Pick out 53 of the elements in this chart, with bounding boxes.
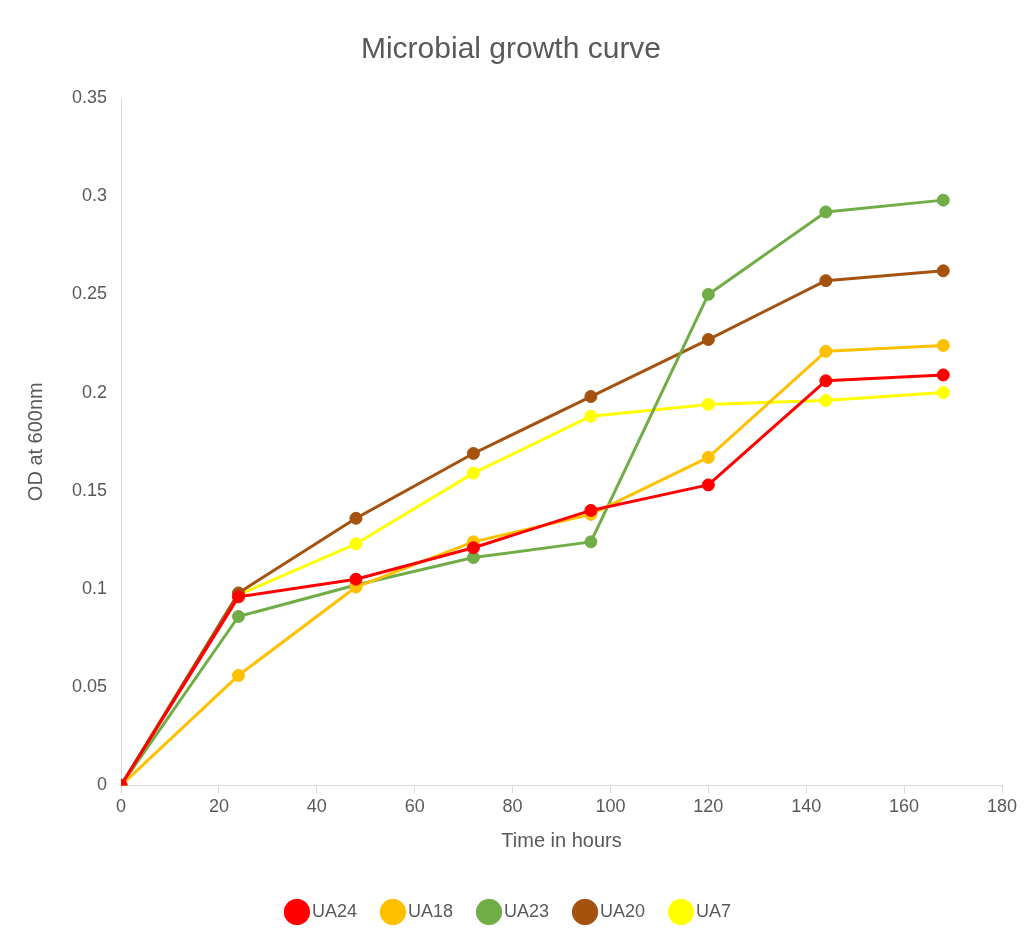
legend-label: UA20 (600, 900, 646, 921)
y-tick-label: 0.25 (71, 283, 108, 304)
x-tick-label: 0 (116, 796, 127, 817)
point (819, 274, 833, 288)
x-tick-label: 20 (208, 796, 229, 817)
point (466, 466, 480, 480)
point (819, 374, 833, 388)
x-tick-label: 60 (404, 796, 425, 817)
point (232, 610, 245, 623)
point (936, 338, 950, 352)
point (701, 333, 715, 347)
point (701, 478, 715, 492)
y-tick-label: 0.15 (71, 479, 108, 500)
chart-title: Microbial growth curve (360, 31, 662, 65)
y-tick-label: 0.35 (71, 86, 108, 107)
point (819, 205, 833, 219)
y-tick-label: 0.3 (82, 185, 108, 206)
x-tick-label: 100 (595, 796, 626, 817)
legend-label: UA18 (407, 900, 453, 921)
point (349, 537, 363, 551)
y-tick-label: 0 (97, 774, 108, 795)
point (819, 344, 833, 358)
legend-label: UA23 (503, 900, 550, 921)
y-tick-label: 0.05 (71, 676, 108, 697)
point (701, 287, 715, 301)
point (701, 397, 715, 411)
point (936, 368, 950, 382)
point (584, 535, 598, 549)
point (936, 193, 950, 207)
point (232, 668, 245, 682)
point (349, 572, 363, 586)
x-tick-label: 40 (306, 796, 327, 817)
x-tick-label: 120 (693, 796, 724, 817)
x-tick-label: 160 (889, 796, 920, 817)
point (819, 393, 833, 407)
y-axis-title: OD at 600nm (23, 382, 46, 502)
legend-label: UA24 (311, 900, 357, 921)
point (349, 511, 363, 525)
x-axis-title: Time in hours (501, 828, 622, 851)
x-tick-label: 80 (502, 796, 523, 817)
x-tick-label: 140 (791, 796, 822, 817)
y-tick-label: 0.2 (82, 381, 108, 402)
point (584, 390, 598, 404)
point (701, 450, 715, 464)
y-tick-label: 0.1 (82, 577, 108, 598)
legend-label: UA7 (696, 900, 732, 921)
point (936, 264, 950, 278)
point (466, 446, 480, 460)
point (584, 409, 598, 423)
point (584, 503, 598, 517)
x-tick-label: 180 (986, 796, 1018, 817)
point (936, 386, 950, 400)
point (466, 541, 480, 555)
